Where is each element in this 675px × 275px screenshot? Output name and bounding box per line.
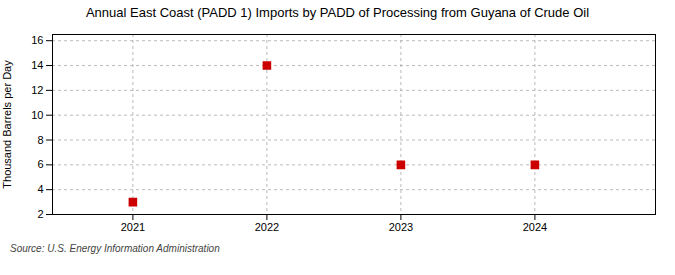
svg-text:4: 4 [37,183,43,195]
html-text:Source: U.S. Energy Informatio: Source: U.S. Energy Information Administ… [10,243,220,254]
svg-text:6: 6 [37,158,43,170]
svg-text:12: 12 [31,84,43,96]
svg-text:Thousand Barrels per Day: Thousand Barrels per Day [1,60,13,189]
svg-text:2021: 2021 [121,221,145,233]
svg-text:16: 16 [31,34,43,46]
svg-text:8: 8 [37,134,43,146]
svg-text:2: 2 [37,208,43,220]
svg-text:10: 10 [31,109,43,121]
svg-text:2024: 2024 [523,221,547,233]
svg-text:2022: 2022 [255,221,279,233]
svg-text:2023: 2023 [389,221,413,233]
html-text:Annual East Coast (PADD 1) Imp: Annual East Coast (PADD 1) Imports by PA… [85,5,589,20]
svg-text:14: 14 [31,59,43,71]
